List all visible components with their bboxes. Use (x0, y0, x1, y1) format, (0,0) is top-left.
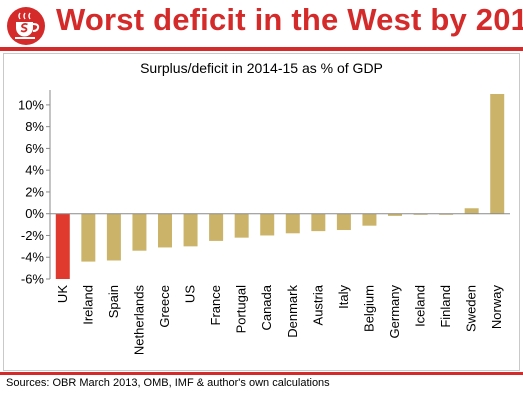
bar-iceland (413, 213, 428, 215)
x-category-label: Ireland (80, 285, 95, 325)
y-tick-label: 6% (25, 141, 44, 156)
y-tick-label: 8% (25, 119, 44, 134)
x-category-label: Norway (489, 285, 504, 330)
bar-ireland (81, 213, 96, 262)
x-category-label: Austria (310, 284, 325, 325)
y-tick-label: 0% (25, 206, 44, 221)
page-title: Worst deficit in the West by 2015 (56, 2, 523, 37)
source-note: Sources: OBR March 2013, OMB, IMF & auth… (6, 377, 330, 389)
x-category-label: Denmark (285, 285, 300, 338)
x-category-label: Finland (438, 285, 453, 328)
bar-finland (439, 213, 454, 215)
bar-netherlands (132, 213, 147, 251)
y-tick-label: -2% (21, 228, 45, 243)
bar-portugal (234, 213, 249, 238)
x-category-label: US (183, 285, 198, 303)
bar-us (183, 213, 198, 247)
x-category-label: Portugal (234, 285, 249, 334)
bar-denmark (285, 213, 300, 234)
x-category-label: Canada (259, 284, 274, 330)
x-category-label: Iceland (413, 285, 428, 327)
bar-sweden (464, 208, 479, 214)
y-tick-label: 4% (25, 163, 44, 178)
bar-spain (106, 213, 121, 261)
x-category-label: Sweden (464, 285, 479, 332)
bar-belgium (362, 213, 377, 226)
y-tick-label: 10% (18, 97, 44, 112)
title-divider (0, 47, 523, 51)
x-category-label: Netherlands (131, 285, 146, 356)
x-category-label: France (208, 285, 223, 325)
y-tick-label: -6% (21, 272, 45, 287)
y-tick-label: -4% (21, 250, 45, 265)
x-category-label: Belgium (361, 285, 376, 332)
x-category-label: Spain (106, 285, 121, 318)
y-tick-label: 2% (25, 184, 44, 199)
chart-title: Surplus/deficit in 2014-15 as % of GDP (140, 60, 383, 76)
coffee-cup-logo-icon (7, 7, 45, 45)
x-category-label: Italy (336, 285, 351, 309)
x-category-label: Greece (157, 285, 172, 328)
bar-canada (260, 213, 275, 236)
bar-norway (490, 94, 505, 214)
bar-greece (158, 213, 172, 248)
x-category-label: UK (55, 285, 70, 303)
chart-frame (3, 53, 520, 371)
bar-uk (55, 213, 70, 279)
footer-divider (0, 372, 523, 375)
bar-france (209, 213, 224, 241)
bar-italy (336, 213, 351, 231)
x-category-label: Germany (387, 285, 402, 339)
bar-austria (311, 213, 326, 232)
bar-germany (388, 213, 402, 216)
